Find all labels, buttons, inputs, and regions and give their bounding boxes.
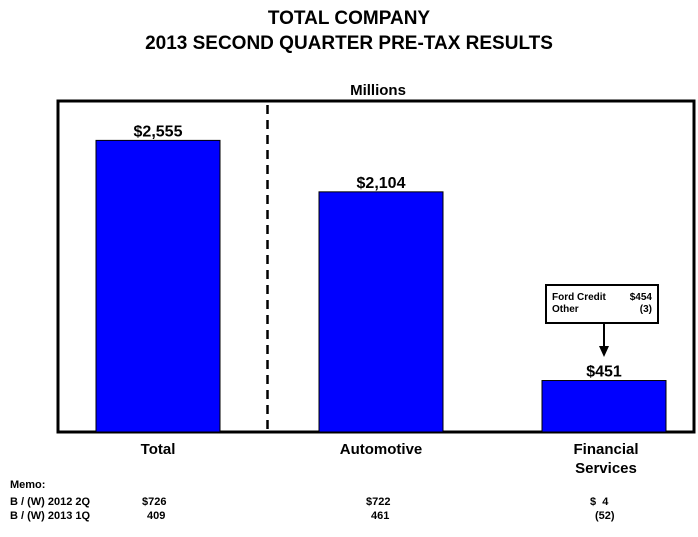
- memo-title: Memo:: [10, 479, 46, 491]
- callout-box: [545, 284, 659, 324]
- memo-row-label: B / (W) 2012 2Q: [10, 496, 91, 508]
- data-label: $451: [586, 364, 622, 381]
- bar: [541, 380, 667, 433]
- category-label: Automotive: [340, 441, 423, 458]
- memo-value: $722: [366, 496, 391, 508]
- memo-value: 409: [147, 510, 166, 522]
- callout-label: Other: [552, 304, 579, 315]
- bar: [318, 191, 444, 433]
- callout-value: $454: [630, 292, 653, 303]
- memo-row-label: B / (W) 2013 1Q: [10, 510, 91, 522]
- memo-value: $726: [142, 496, 167, 508]
- category-label: Financial: [573, 441, 638, 458]
- callout-arrow-head: [599, 346, 609, 357]
- bar: [95, 139, 221, 433]
- chart-title: TOTAL COMPANY: [267, 8, 431, 29]
- data-label: $2,104: [357, 175, 406, 192]
- memo-value: (52): [595, 510, 615, 522]
- chart-subtitle: 2013 SECOND QUARTER PRE-TAX RESULTS: [145, 33, 553, 54]
- memo-value: $ 4: [590, 496, 609, 508]
- category-label: Services: [575, 460, 637, 477]
- callout-value: (3): [640, 304, 652, 315]
- category-label: Total: [141, 441, 176, 458]
- memo-value: 461: [371, 510, 390, 522]
- unit-label: Millions: [350, 82, 406, 99]
- data-label: $2,555: [134, 123, 183, 140]
- callout-label: Ford Credit: [552, 292, 607, 303]
